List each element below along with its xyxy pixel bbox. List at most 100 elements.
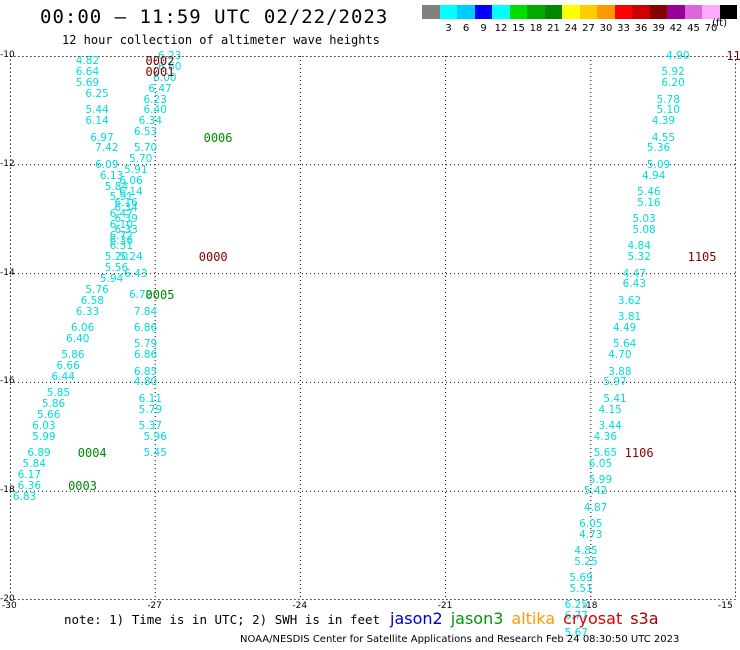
scale-label: 36 [634,23,648,34]
scale-swatch [649,5,667,19]
lat-tick-label: -20 [0,594,15,604]
time-label: 1106 [624,446,654,461]
wave-height-value: 6.05 [579,517,603,530]
wave-height-value: 7.84 [133,305,158,318]
scale-swatch [422,5,440,19]
scale-unit: (ft) [712,18,728,29]
wave-height-value: 6.33 [75,305,100,318]
wave-height-value: 5.99 [32,430,56,443]
wave-height-value: 6.17 [17,468,42,481]
scale-label: 12 [494,23,508,34]
scale-swatch [544,5,562,19]
wave-height-value: 5.69 [75,77,100,90]
wave-height-value: 5.20 [104,251,129,264]
scale-label: 45 [687,23,700,34]
wave-height-value: 6.23 [143,93,167,106]
wave-height-value: 6.89 [27,447,51,460]
scale-swatch [719,5,737,19]
wave-height-value: 5.08 [632,224,656,237]
wave-height-value: 6.11 [138,392,163,405]
wave-height-value: 4.82 [75,55,100,68]
scale-swatch [684,5,702,19]
footnote: note: 1) Time is in UTC; 2) SWH is in fe… [64,612,381,627]
scale-swatch [614,5,632,19]
wave-height-value: 4.55 [651,131,676,144]
wave-height-value: 6.83 [12,490,37,503]
wave-height-value: 5.76 [85,283,109,296]
scale-label: 27 [582,23,595,34]
scale-label: 24 [564,23,578,34]
wave-height-value: 5.09 [646,158,671,171]
wave-height-value: 4.39 [651,115,676,128]
wave-height-value: 4.87 [583,501,608,514]
wave-height-value: 6.77 [564,610,588,623]
wave-height-value: 6.36 [17,479,42,492]
time-label: 0005 [145,288,175,303]
lat-tick-label: -18 [0,485,15,496]
wave-height-value: 3.62 [617,294,642,307]
wave-height-value: 5.16 [637,196,661,209]
wave-height-value: 5.24 [119,251,143,264]
wave-height-value: 5.46 [637,186,661,198]
wave-height-value: 5.86 [41,398,66,411]
scale-swatch [439,5,457,19]
wave-height-value: 6.33 [114,224,138,237]
scale-swatch [632,5,650,19]
scale-label: 33 [617,23,630,34]
wave-height-value: 6.14 [85,115,109,128]
wave-height-value: 6.97 [90,131,114,144]
wave-height-value: 6.13 [99,169,124,182]
wave-height-value: 5.79 [138,403,163,416]
wave-height-value: 6.03 [32,419,56,432]
scale-label: 15 [512,23,525,34]
wave-height-value: 5.79 [133,338,158,351]
wave-height-value: 5.78 [656,93,680,106]
legend-jason2: jason2 [390,609,443,628]
lon-tick-label: -27 [147,601,162,611]
wave-height-value: 3.88 [608,365,632,378]
wave-height-value: 5.51 [569,583,593,596]
lon-tick-label: -18 [582,601,598,611]
wave-height-value: 6.25 [564,599,588,612]
wave-height-value: 4.15 [598,403,622,416]
time-label: 1105 [687,250,717,265]
time-label: 0003 [68,478,97,493]
wave-height-value: 5.91 [124,164,148,177]
scale-label: 42 [669,23,683,34]
wave-height-value: 5.03 [632,213,656,226]
wave-height-value: 5.42 [583,485,608,498]
map-subtitle: 12 hour collection of altimeter wave hei… [62,33,380,47]
wave-height-value: 5.97 [603,376,627,389]
wave-height-value: 3.44 [598,419,622,432]
wave-height-value: 6.58 [80,294,104,307]
wave-height-value: 6.39 [114,213,138,226]
wave-height-value: 6.09 [95,158,119,171]
lon-tick-label: -21 [437,601,453,611]
wave-height-value: 7.42 [95,142,119,155]
wave-height-value: 5.32 [627,251,651,264]
wave-height-value: 5.70 [128,153,153,166]
wave-height-value: 5.25 [574,555,598,568]
wave-height-value: 5.69 [569,572,593,585]
wave-height-value: 4.85 [574,545,598,558]
wave-height-value: 6.36 [109,234,134,247]
wave-height-value: 5.37 [138,419,163,432]
wave-height-value: 6.40 [66,332,90,345]
lon-tick-label: -24 [292,601,308,611]
wave-height-value: 6.06 [119,175,143,188]
wave-height-value: 6.66 [56,360,80,373]
wave-height-value: 4.80 [133,376,158,389]
wave-height-value: 6.86 [133,322,158,334]
wave-height-value: 6.31 [109,240,134,253]
scale-label: 70 [704,23,718,34]
lat-tick-label: -10 [0,50,15,60]
scale-label: 18 [529,23,543,34]
lat-tick-label: -16 [0,376,15,387]
wave-height-value: 5.65 [593,447,618,460]
wave-height-value: 6.43 [124,267,148,280]
wave-height-value: 5.66 [37,409,61,422]
wave-height-value: 6.14 [119,186,143,198]
wave-height-value: 6.60 [158,60,182,73]
wave-height-value: 6.47 [109,207,134,220]
legend-altika: altika [511,609,556,628]
